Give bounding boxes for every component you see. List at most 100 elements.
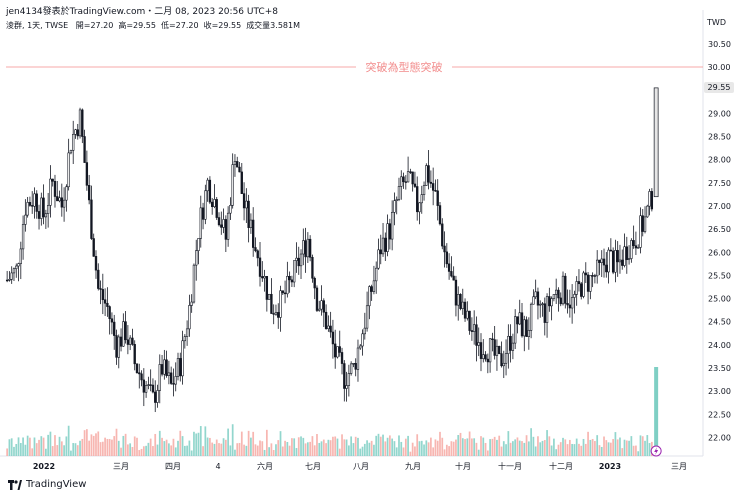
- candle-body: [138, 372, 141, 375]
- volume-bar: [468, 431, 471, 456]
- volume-bar: [35, 443, 38, 456]
- volume-bar: [548, 436, 551, 456]
- candle-body: [422, 185, 426, 195]
- volume-bar: [379, 436, 382, 456]
- candle-body: [286, 275, 289, 295]
- volume-bar: [509, 442, 512, 456]
- candle-body: [514, 316, 517, 344]
- volume-bar: [158, 430, 161, 456]
- candle-body: [593, 275, 597, 277]
- volume-bar: [436, 440, 439, 456]
- candle-body: [58, 197, 61, 202]
- volume-bar: [582, 438, 585, 456]
- candle-body: [293, 260, 296, 283]
- tradingview-footer[interactable]: TradingView: [8, 479, 86, 490]
- volume-bar: [222, 438, 225, 456]
- candle-body: [404, 181, 407, 183]
- candle-body: [322, 300, 325, 313]
- volume-bar: [537, 436, 539, 456]
- candle-body: [242, 193, 246, 209]
- candle-body: [386, 223, 389, 252]
- volume-bar: [327, 439, 330, 456]
- candle-body: [277, 312, 280, 318]
- candle-body: [445, 251, 448, 265]
- volume-bar: [265, 429, 268, 456]
- volume-bar: [491, 438, 494, 456]
- y-tick-label: 22.00: [708, 433, 731, 442]
- candle-body: [174, 376, 177, 385]
- volume-bar: [104, 437, 106, 456]
- volume-bar: [332, 436, 334, 456]
- volume-bar: [74, 443, 77, 456]
- volume-bar: [580, 445, 583, 456]
- volume-bar: [646, 435, 649, 456]
- volume-bar: [507, 431, 510, 456]
- volume-bar: [418, 441, 421, 456]
- volume-bar: [129, 443, 132, 456]
- candle-body: [486, 358, 489, 363]
- candle-body: [586, 274, 590, 292]
- candle-body: [133, 344, 136, 365]
- candle-body: [140, 373, 143, 381]
- volume-bar: [313, 445, 316, 456]
- candle-body: [236, 161, 239, 168]
- candle-body: [160, 364, 164, 375]
- candle-body: [224, 219, 228, 240]
- symbol-label[interactable]: 淩群, 1天, TWSE: [6, 21, 69, 30]
- volume-bar: [530, 428, 532, 456]
- candle-body: [37, 211, 41, 219]
- volume-bar: [393, 441, 396, 456]
- volume-bar: [637, 451, 640, 456]
- volume-bar: [402, 447, 405, 456]
- candle-body: [536, 291, 540, 306]
- candle-body: [46, 205, 50, 214]
- candle-body: [110, 318, 114, 323]
- x-tick-label: 七月: [305, 462, 321, 471]
- candle-body: [393, 200, 396, 213]
- candle-body: [15, 265, 18, 270]
- volume-bar: [154, 433, 157, 456]
- volume-bar: [632, 445, 635, 456]
- candle-body: [258, 257, 262, 277]
- volume-bar: [238, 442, 241, 456]
- ohlcv-item: 開=27.20: [75, 21, 114, 30]
- volume-bar: [15, 444, 18, 456]
- candle-body: [502, 362, 505, 367]
- volume-bar: [343, 439, 346, 456]
- candle-body: [596, 259, 599, 277]
- volume-bar: [564, 439, 567, 456]
- y-tick-label: 24.50: [708, 318, 731, 327]
- volume-bar: [67, 425, 70, 456]
- candle-body: [582, 272, 585, 297]
- volume-bar: [215, 439, 218, 456]
- candle-body: [388, 223, 392, 240]
- candle-body: [69, 150, 73, 154]
- candle-body: [491, 338, 494, 340]
- volume-bar: [357, 437, 359, 456]
- candle-body: [204, 190, 207, 220]
- candle-body: [621, 259, 624, 266]
- candle-body: [311, 257, 314, 279]
- volume-bar: [450, 441, 453, 456]
- volume-bar: [122, 435, 125, 456]
- candle-body: [274, 312, 278, 315]
- candle-body: [135, 363, 139, 374]
- volume-bar: [8, 439, 11, 456]
- volume-bar: [635, 445, 637, 456]
- volume-bar: [598, 445, 601, 456]
- y-tick-label: 23.50: [708, 364, 731, 373]
- candle-body: [397, 186, 401, 200]
- y-tick-label: 22.50: [708, 410, 731, 419]
- candle-body: [192, 264, 196, 303]
- candle-body: [527, 330, 531, 337]
- volume-bar: [562, 437, 564, 456]
- volume-bar: [550, 445, 553, 456]
- volume-bar: [630, 436, 633, 456]
- volume-bar: [603, 436, 605, 456]
- volume-bar: [420, 440, 423, 456]
- volume-bar: [512, 441, 514, 456]
- candle-body: [217, 217, 221, 226]
- lightning-glyph: [654, 447, 659, 455]
- candle-body: [165, 359, 168, 377]
